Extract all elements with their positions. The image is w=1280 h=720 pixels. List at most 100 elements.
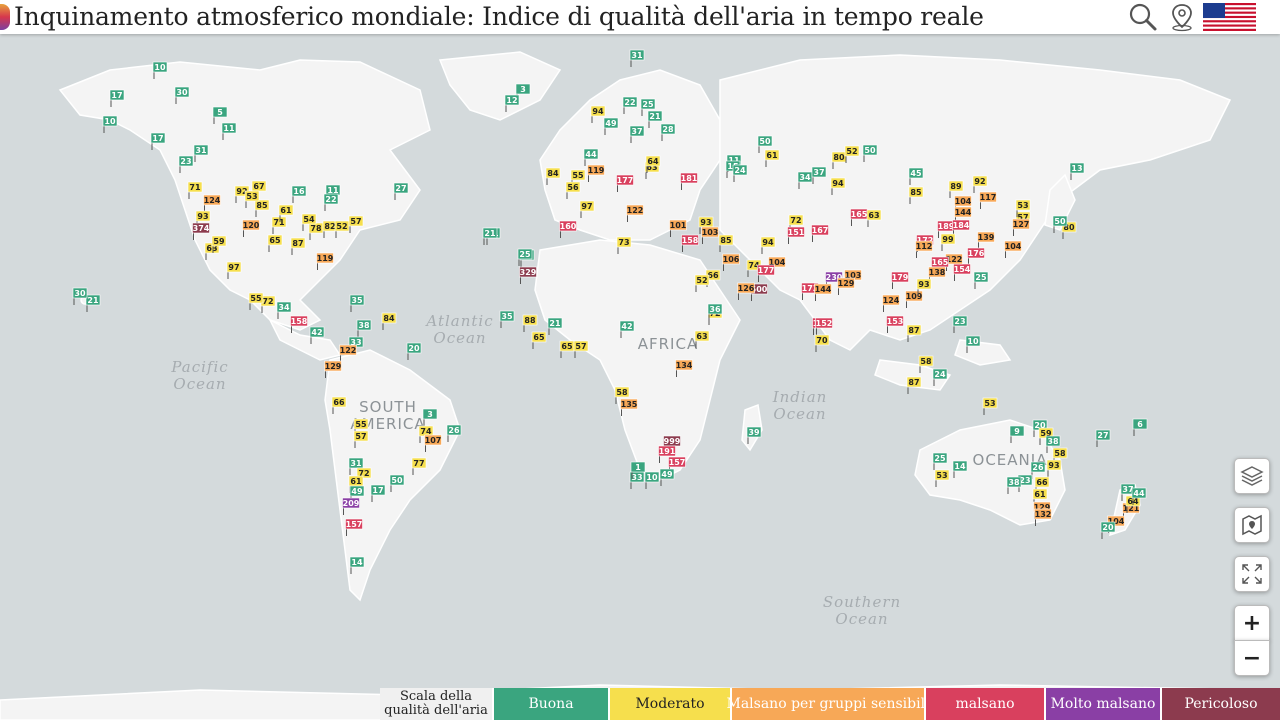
aqi-station-marker[interactable]: 26	[446, 424, 462, 442]
aqi-marker-box[interactable]	[522, 314, 538, 326]
aqi-marker-box[interactable]	[934, 469, 950, 481]
search-icon[interactable]	[1128, 2, 1158, 32]
aqi-marker-box[interactable]	[760, 236, 776, 248]
legend-item-moderate[interactable]: Moderato	[608, 688, 730, 720]
aqi-marker-box[interactable]	[499, 310, 515, 322]
aqi-marker-box[interactable]	[547, 317, 563, 329]
aqi-marker-box[interactable]	[370, 484, 386, 496]
aqi-station-marker[interactable]: 61	[278, 204, 294, 222]
aqi-station-marker[interactable]: 38	[1045, 435, 1061, 453]
aqi-station-marker[interactable]: 37	[811, 166, 827, 184]
aqi-marker-box[interactable]	[342, 497, 360, 509]
aqi-marker-box[interactable]	[349, 485, 365, 497]
aqi-marker-box[interactable]	[102, 115, 118, 127]
aqi-marker-box[interactable]	[757, 264, 775, 276]
world-map[interactable]: PacificOceanAtlanticOceanIndianOceanSout…	[0, 34, 1280, 720]
aqi-marker-box[interactable]	[242, 219, 260, 231]
aqi-marker-box[interactable]	[276, 301, 292, 313]
aqi-marker-box[interactable]	[345, 518, 363, 530]
aqi-marker-box[interactable]	[866, 209, 882, 221]
aqi-station-marker[interactable]: 44	[1131, 487, 1147, 505]
aqi-station-marker[interactable]: 107	[424, 434, 442, 452]
aqi-marker-box[interactable]	[1032, 488, 1048, 500]
aqi-marker-box[interactable]	[626, 204, 644, 216]
map-pin-icon[interactable]	[1167, 2, 1197, 32]
aqi-station-marker[interactable]: 53	[982, 397, 998, 415]
aqi-station-marker[interactable]: 14	[952, 460, 968, 478]
aqi-marker-box[interactable]	[353, 430, 369, 442]
aqi-marker-box[interactable]	[918, 355, 934, 367]
aqi-marker-box[interactable]	[701, 226, 719, 238]
aqi-station-marker[interactable]: 24	[732, 164, 748, 182]
aqi-marker-box[interactable]	[290, 315, 308, 327]
aqi-station-marker[interactable]: 11	[221, 122, 237, 140]
aqi-marker-box[interactable]	[814, 334, 830, 346]
aqi-marker-box[interactable]	[1131, 487, 1147, 499]
aqi-marker-box[interactable]	[203, 194, 221, 206]
aqi-marker-box[interactable]	[630, 461, 646, 473]
aqi-station-marker[interactable]: 126	[737, 282, 755, 300]
aqi-station-marker[interactable]: 177	[757, 264, 775, 282]
aqi-station-marker[interactable]: 93	[1046, 459, 1062, 477]
aqi-marker-box[interactable]	[952, 219, 970, 231]
aqi-station-marker[interactable]: 177	[616, 174, 634, 192]
aqi-station-marker[interactable]: 30	[174, 86, 190, 104]
aqi-marker-box[interactable]	[1052, 447, 1068, 459]
aqi-marker-box[interactable]	[356, 467, 372, 479]
aqi-station-marker[interactable]: 17	[109, 89, 125, 107]
aqi-station-marker[interactable]: 49	[659, 468, 675, 486]
aqi-station-marker[interactable]: 129	[324, 360, 342, 378]
aqi-marker-box[interactable]	[278, 204, 294, 216]
aqi-marker-box[interactable]	[349, 556, 365, 568]
aqi-station-marker[interactable]: 80	[1061, 221, 1077, 239]
aqi-station-marker[interactable]: 31	[348, 457, 364, 475]
aqi-marker-box[interactable]	[291, 185, 307, 197]
aqi-marker-box[interactable]	[211, 235, 227, 247]
aqi-marker-box[interactable]	[681, 234, 699, 246]
aqi-station-marker[interactable]: 10	[644, 471, 660, 489]
aqi-station-marker[interactable]: 21	[85, 294, 101, 312]
aqi-marker-box[interactable]	[1006, 476, 1022, 488]
aqi-marker-box[interactable]	[389, 474, 405, 486]
aqi-station-marker[interactable]: 58	[918, 355, 934, 373]
aqi-station-marker[interactable]: 85	[254, 199, 270, 217]
aqi-station-marker[interactable]: 31	[629, 49, 645, 67]
aqi-marker-box[interactable]	[590, 105, 606, 117]
aqi-marker-box[interactable]	[906, 376, 922, 388]
aqi-marker-box[interactable]	[932, 368, 948, 380]
aqi-station-marker[interactable]: 87	[906, 376, 922, 394]
aqi-station-marker[interactable]: 94	[760, 236, 776, 254]
aqi-marker-box[interactable]	[616, 236, 632, 248]
aqi-marker-box[interactable]	[331, 396, 347, 408]
aqi-marker-box[interactable]	[787, 226, 805, 238]
aqi-marker-box[interactable]	[882, 294, 900, 306]
aqi-marker-box[interactable]	[915, 240, 933, 252]
aqi-marker-box[interactable]	[764, 149, 780, 161]
aqi-marker-box[interactable]	[1046, 459, 1062, 471]
aqi-station-marker[interactable]: 21	[482, 227, 498, 245]
aqi-marker-box[interactable]	[811, 224, 829, 236]
aqi-marker-box[interactable]	[339, 344, 357, 356]
aqi-station-marker[interactable]: 64	[645, 155, 661, 173]
aqi-marker-box[interactable]	[349, 294, 365, 306]
aqi-station-marker[interactable]: 25	[932, 452, 948, 470]
aqi-marker-box[interactable]	[614, 386, 630, 398]
aqi-marker-box[interactable]	[1009, 425, 1025, 437]
aqi-marker-box[interactable]	[1034, 476, 1050, 488]
aqi-marker-box[interactable]	[815, 317, 833, 329]
aqi-marker-box[interactable]	[972, 175, 988, 187]
aqi-marker-box[interactable]	[226, 261, 242, 273]
aqi-marker-box[interactable]	[248, 292, 264, 304]
aqi-marker-box[interactable]	[195, 210, 211, 222]
aqi-marker-box[interactable]	[757, 135, 773, 147]
aqi-station-marker[interactable]: 42	[309, 326, 325, 344]
aqi-station-marker[interactable]: 112	[915, 240, 933, 258]
aqi-station-marker[interactable]: 181	[680, 172, 698, 190]
aqi-station-marker[interactable]: 23	[952, 315, 968, 333]
aqi-station-marker[interactable]: 65	[267, 234, 283, 252]
aqi-station-marker[interactable]: 99	[940, 233, 956, 251]
aqi-station-marker[interactable]: 57	[353, 430, 369, 448]
aqi-station-marker[interactable]: 17	[370, 484, 386, 502]
aqi-marker-box[interactable]	[746, 426, 762, 438]
aqi-marker-box[interactable]	[422, 408, 438, 420]
